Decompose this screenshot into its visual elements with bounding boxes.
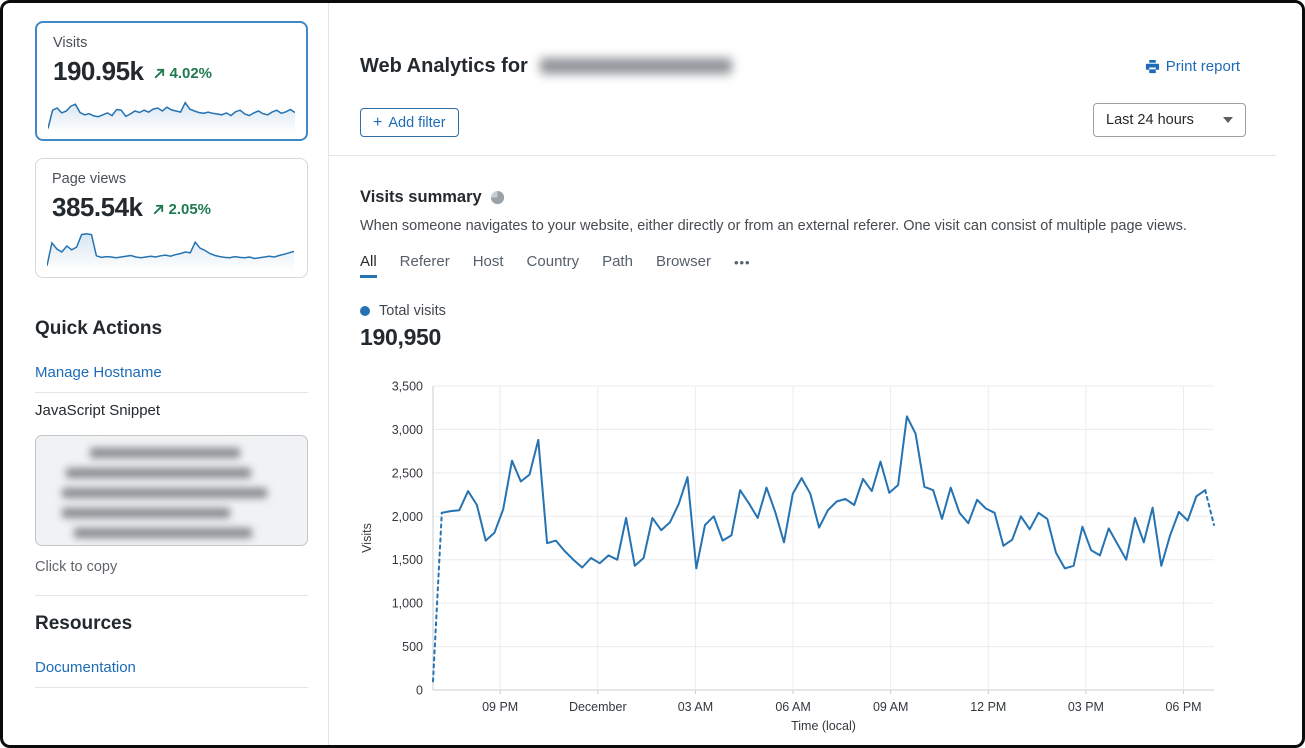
metric-delta: 4.02% [153, 65, 212, 82]
tab-country[interactable]: Country [526, 253, 580, 270]
metric-value: 385.54k [52, 192, 143, 222]
trend-up-icon [155, 68, 165, 79]
pageviews-sparkline [47, 233, 294, 271]
legend-dot-icon [360, 306, 370, 316]
manage-hostname-link[interactable]: Manage Hostname [35, 364, 162, 381]
metric-delta: 2.05% [152, 201, 211, 218]
resources-heading: Resources [35, 613, 133, 634]
y-axis-title: Visits [360, 523, 374, 553]
y-tick-label: 3,000 [392, 423, 423, 437]
legend-label: Total visits [379, 303, 446, 319]
tab-all[interactable]: All [360, 253, 377, 278]
chart-legend: Total visits [360, 303, 446, 319]
blurred-code-line [62, 508, 230, 518]
pie-chart-help-icon[interactable] [490, 190, 505, 205]
metric-label: Page views [52, 171, 127, 187]
add-filter-button[interactable]: + Add filter [360, 108, 459, 137]
header-divider [329, 155, 1276, 156]
sidebar-separator [328, 3, 329, 745]
x-tick-label: 06 AM [775, 700, 810, 714]
divider [35, 687, 308, 688]
metric-value: 190.95k [53, 56, 144, 86]
chevron-down-icon [1223, 117, 1233, 123]
line-chart-svg: 0 500 1,000 1,500 2,000 2,500 3,000 3,500 09 PM D… [360, 380, 1215, 733]
tab-browser[interactable]: Browser [655, 253, 711, 270]
x-tick-label: 06 PM [1165, 700, 1201, 714]
print-report-link[interactable]: Print report [1145, 58, 1240, 75]
x-tick-label: 03 PM [1068, 700, 1104, 714]
x-axis-title: Time (local) [791, 719, 856, 733]
divider [35, 595, 308, 596]
total-visits-value: 190,950 [360, 324, 442, 350]
summary-tabs: All Referer Host Country Path Browser ••• [360, 253, 751, 278]
blurred-code-line [62, 488, 267, 498]
blurred-code-line [74, 528, 252, 538]
blurred-code-line [66, 468, 251, 478]
visits-summary-title: Visits summary [360, 188, 505, 207]
metric-card-visits[interactable]: Visits 190.95k 4.02% [35, 21, 308, 141]
visits-summary-description: When someone navigates to your website, … [360, 218, 1187, 234]
y-tick-label: 2,500 [392, 466, 423, 480]
printer-icon [1145, 59, 1159, 74]
x-tick-label: December [569, 700, 627, 714]
metric-label: Visits [53, 35, 88, 51]
blurred-code-line [90, 448, 240, 458]
page-title: Web Analytics for [360, 55, 732, 78]
y-tick-label: 2,000 [392, 510, 423, 524]
y-tick-label: 3,500 [392, 380, 423, 394]
x-tick-label: 03 AM [678, 700, 713, 714]
time-range-select[interactable]: Last 24 hours [1093, 103, 1246, 137]
y-tick-label: 1,000 [392, 597, 423, 611]
javascript-snippet-code-box[interactable] [35, 435, 308, 546]
plus-icon: + [373, 113, 383, 131]
x-tick-label: 12 PM [970, 700, 1006, 714]
x-tick-label: 09 AM [873, 700, 908, 714]
tab-referer[interactable]: Referer [399, 253, 450, 270]
trend-up-icon [154, 204, 164, 215]
metric-card-pageviews[interactable]: Page views 385.54k 2.05% [35, 158, 308, 278]
documentation-link[interactable]: Documentation [35, 659, 136, 676]
click-to-copy-hint: Click to copy [35, 559, 118, 575]
y-tick-label: 0 [416, 684, 423, 698]
y-tick-label: 500 [402, 640, 423, 654]
visits-sparkline [48, 101, 295, 133]
visits-chart: 0 500 1,000 1,500 2,000 2,500 3,000 3,500 09 PM D… [358, 375, 1228, 742]
time-range-value: Last 24 hours [1106, 112, 1194, 128]
x-tick-label: 09 PM [482, 700, 518, 714]
divider [35, 392, 308, 393]
tab-host[interactable]: Host [472, 253, 504, 270]
tab-path[interactable]: Path [602, 253, 633, 270]
javascript-snippet-label: JavaScript Snippet [35, 402, 161, 419]
y-tick-label: 1,500 [392, 553, 423, 567]
quick-actions-heading: Quick Actions [35, 318, 163, 339]
tab-overflow[interactable]: ••• [733, 255, 751, 270]
blurred-domain [539, 58, 732, 74]
